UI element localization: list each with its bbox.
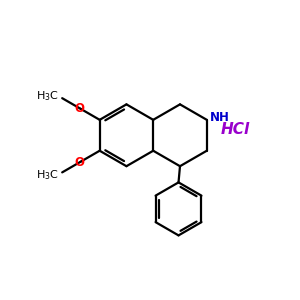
Text: O: O (74, 156, 84, 169)
Text: H$_3$C: H$_3$C (36, 168, 59, 182)
Text: NH: NH (210, 111, 230, 124)
Text: HCl: HCl (221, 122, 250, 137)
Text: O: O (74, 102, 84, 115)
Text: H$_3$C: H$_3$C (36, 89, 59, 103)
